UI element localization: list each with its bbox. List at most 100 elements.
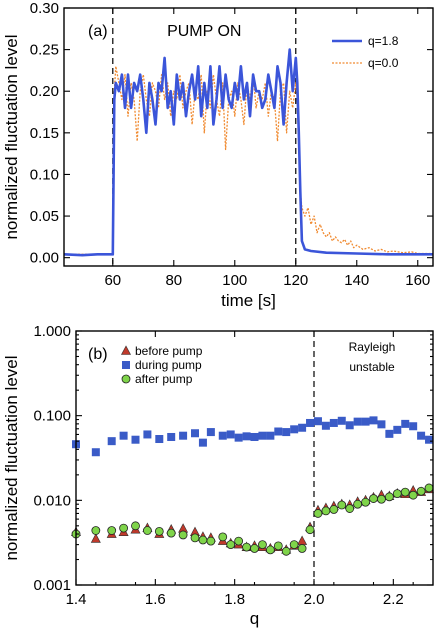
point-square (298, 423, 307, 432)
point-square (234, 433, 243, 442)
point-square (385, 429, 394, 438)
legend-marker-triangle (121, 345, 131, 355)
point-square (274, 427, 283, 436)
point-square (313, 417, 322, 426)
point-circle (313, 509, 323, 518)
point-square (353, 417, 362, 426)
point-circle (234, 536, 244, 546)
point-square (409, 422, 418, 431)
point-square (119, 431, 128, 440)
xtick-label: 160 (405, 272, 430, 289)
legend-label: q=0.0 (368, 56, 399, 70)
point-circle (131, 521, 140, 531)
point-square (250, 432, 259, 441)
point-square (361, 417, 370, 426)
point-circle (166, 528, 176, 538)
point-square (218, 431, 227, 440)
point-square (91, 448, 100, 457)
point-circle (142, 526, 152, 535)
ytick-label: 0.10 (30, 166, 59, 183)
point-circle (119, 523, 128, 533)
point-square (425, 435, 434, 444)
point-circle (297, 544, 307, 553)
point-circle (178, 530, 188, 540)
x-axis-label-b: q (250, 609, 259, 628)
point-square (345, 421, 354, 430)
point-circle (226, 540, 236, 550)
legend-label: q=1.8 (368, 34, 399, 48)
point-circle (107, 526, 117, 535)
ytick-label: 0.20 (30, 83, 59, 100)
legend-label: before pump (135, 344, 203, 358)
point-circle (361, 497, 370, 507)
point-circle (408, 490, 418, 500)
point-square (393, 425, 402, 434)
point-circle (305, 525, 315, 535)
ytick-label: 0.010 (33, 492, 71, 509)
rayleigh-label: unstable (349, 360, 395, 374)
point-square (198, 438, 207, 447)
legend-label: during pump (135, 358, 202, 372)
series-line-q=0.0 (64, 65, 433, 255)
legend-marker-square (122, 361, 130, 369)
point-circle (329, 505, 339, 514)
point-square (377, 420, 386, 429)
ytick-label: 1.000 (33, 323, 71, 340)
rayleigh-label: Rayleigh (349, 340, 396, 354)
ytick-label: 0.30 (30, 0, 59, 17)
xtick-label: 140 (344, 272, 369, 289)
point-circle (273, 541, 283, 551)
point-square (206, 428, 215, 437)
point-circle (250, 544, 259, 553)
point-square (306, 418, 315, 427)
ytick-label: 0.00 (30, 250, 59, 267)
point-square (226, 430, 235, 439)
pump-on-label: PUMP ON (167, 23, 241, 40)
ytick-label: 0.25 (30, 42, 59, 59)
plot-frame-a (63, 7, 434, 267)
point-square (282, 428, 291, 437)
point-square (258, 431, 267, 440)
point-square (401, 419, 410, 428)
point-square (107, 437, 116, 446)
point-square (337, 416, 346, 425)
point-circle (424, 483, 434, 493)
ytick-label: 0.001 (33, 577, 71, 594)
xtick-label: 2.0 (304, 591, 325, 608)
point-triangle (90, 533, 101, 543)
point-circle (198, 535, 208, 545)
ytick-label: 0.100 (33, 408, 71, 425)
point-square (417, 431, 426, 440)
xtick-label: 1.8 (224, 591, 245, 608)
point-square (290, 425, 299, 434)
point-circle (377, 494, 386, 504)
point-circle (416, 486, 426, 496)
point-circle (242, 542, 251, 552)
point-circle (91, 526, 101, 535)
point-circle (281, 546, 291, 556)
point-circle (258, 540, 267, 550)
xtick-label: 1.4 (66, 591, 87, 608)
point-circle (218, 532, 228, 542)
ytick-label: 0.05 (30, 208, 59, 225)
point-circle (206, 536, 216, 546)
y-axis-label-b: normalized fluctuation level (2, 355, 21, 560)
point-square (266, 431, 275, 440)
panel-label-a: (a) (88, 23, 108, 40)
point-circle (337, 500, 347, 510)
point-circle (190, 533, 200, 543)
xtick-label: 80 (165, 272, 182, 289)
point-square (167, 432, 176, 441)
point-square (179, 431, 188, 440)
point-triangle (297, 535, 308, 545)
xtick-label: 60 (104, 272, 121, 289)
panel-b: 0.001 0.010 0.100 1.000 1.4 1.6 1.8 2.0 2.2 (b) Ra… (2, 323, 435, 628)
point-circle (353, 499, 363, 509)
point-circle (321, 506, 331, 516)
panel-a: 0.00 0.05 0.10 0.15 0.20 0.25 0.30 60 80 100 120 14… (2, 0, 434, 310)
point-circle (392, 489, 402, 499)
ytick-label: 0.15 (30, 125, 59, 142)
point-square (369, 416, 378, 425)
point-square (329, 418, 338, 427)
